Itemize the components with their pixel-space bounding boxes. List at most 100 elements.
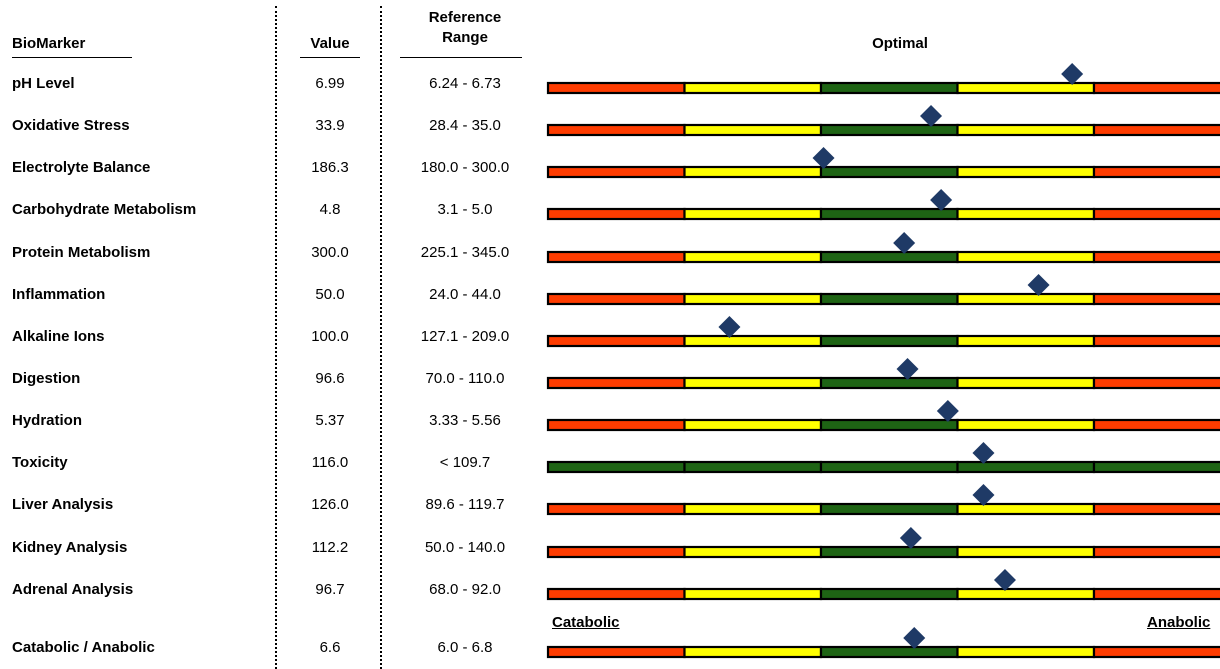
bar-segment-high-yellow xyxy=(956,207,1096,221)
bar-segment-high-red xyxy=(1092,502,1220,516)
range-bar-graphic xyxy=(546,569,1220,601)
bar-segment-high-yellow xyxy=(956,502,1096,516)
reference-range: 89.6 - 119.7 xyxy=(425,496,505,513)
bar-segment-low-yellow xyxy=(683,334,823,348)
value-marker-diamond xyxy=(896,358,919,380)
range-bar xyxy=(546,316,1220,348)
table-row: Alkaline Ions 100.0 127.1 - 209.0 xyxy=(0,316,1220,357)
reference-range: 50.0 - 140.0 xyxy=(424,539,506,556)
range-bar-graphic xyxy=(546,316,1220,348)
range-bar xyxy=(546,400,1220,432)
reference-range: 127.1 - 209.0 xyxy=(420,328,510,345)
bar-segment-high-red xyxy=(1092,645,1220,659)
reference-range: 3.1 - 5.0 xyxy=(437,201,493,218)
table-row: Toxicity 116.0 < 109.7 xyxy=(0,442,1220,483)
biomarker-name: Alkaline Ions xyxy=(12,328,105,345)
range-bar-graphic xyxy=(546,400,1220,432)
bar-segment-high-yellow xyxy=(956,292,1096,306)
bar-segment-optimal-green xyxy=(819,292,959,306)
biomarker-value: 50.0 xyxy=(315,286,345,303)
biomarker-value: 126.0 xyxy=(311,496,349,513)
bar-segment-optimal-green xyxy=(819,207,959,221)
bar-segment-high-red xyxy=(1092,250,1220,264)
bar-segment-low-yellow xyxy=(683,250,823,264)
biomarker-name: Protein Metabolism xyxy=(12,244,151,261)
reference-range: 3.33 - 5.56 xyxy=(429,412,501,429)
bar-segment-low-yellow xyxy=(683,502,823,516)
bar-segment-high-yellow xyxy=(956,460,1096,474)
biomarker-value: 4.8 xyxy=(319,201,341,218)
bar-segment-low-red xyxy=(546,545,686,559)
header-optimal: Optimal xyxy=(872,35,928,52)
table-row: pH Level 6.99 6.24 - 6.73 xyxy=(0,63,1220,104)
reference-range: < 109.7 xyxy=(439,454,491,471)
bar-segment-high-red xyxy=(1092,292,1220,306)
bar-segment-optimal-green xyxy=(819,123,959,137)
bar-segment-optimal-green xyxy=(819,376,959,390)
bar-segment-low-yellow xyxy=(683,292,823,306)
table-row: Catabolic / Anabolic 6.6 6.0 - 6.8 xyxy=(0,627,1220,668)
biomarker-value: 96.6 xyxy=(315,370,345,387)
bar-segment-high-yellow xyxy=(956,334,1096,348)
bar-segment-low-red xyxy=(546,418,686,432)
range-bar-graphic xyxy=(546,232,1220,264)
biomarker-name: Carbohydrate Metabolism xyxy=(12,201,197,218)
range-bar-graphic xyxy=(546,358,1220,390)
biomarker-value: 186.3 xyxy=(311,159,349,176)
biomarker-value: 33.9 xyxy=(315,117,345,134)
biomarker-value: 116.0 xyxy=(311,454,349,471)
header-biomarker: BioMarker xyxy=(12,35,86,52)
biomarker-value: 6.99 xyxy=(315,75,345,92)
bar-segment-low-red xyxy=(546,645,686,659)
value-marker-diamond xyxy=(1027,274,1050,296)
biomarker-name: Liver Analysis xyxy=(12,496,114,513)
bar-segment-low-red xyxy=(546,81,686,95)
range-bar xyxy=(546,232,1220,264)
biomarker-name: Adrenal Analysis xyxy=(12,581,134,598)
table-row: Carbohydrate Metabolism 4.8 3.1 - 5.0 xyxy=(0,189,1220,230)
value-marker-diamond xyxy=(936,400,959,422)
bar-segment-low-yellow xyxy=(683,165,823,179)
bar-segment-optimal-green xyxy=(819,418,959,432)
biomarker-name: Toxicity xyxy=(12,454,68,471)
bar-segment-low-red xyxy=(546,165,686,179)
reference-range: 6.0 - 6.8 xyxy=(437,639,493,656)
range-bar xyxy=(546,527,1220,559)
range-bar xyxy=(546,274,1220,306)
bar-segment-low-yellow xyxy=(683,123,823,137)
bar-segment-high-red xyxy=(1092,81,1220,95)
bar-segment-optimal-green xyxy=(819,81,959,95)
bar-segment-optimal-green xyxy=(819,165,959,179)
range-bar xyxy=(546,105,1220,137)
reference-range: 70.0 - 110.0 xyxy=(425,370,505,387)
range-bar-graphic xyxy=(546,147,1220,179)
table-row: Kidney Analysis 112.2 50.0 - 140.0 xyxy=(0,527,1220,568)
range-bar xyxy=(546,569,1220,601)
range-bar xyxy=(546,63,1220,95)
table-row: Protein Metabolism 300.0 225.1 - 345.0 xyxy=(0,232,1220,273)
bar-segment-low-yellow xyxy=(683,376,823,390)
range-bar xyxy=(546,358,1220,390)
bar-segment-low-red xyxy=(546,292,686,306)
bar-segment-low-red xyxy=(546,123,686,137)
bar-segment-optimal-green xyxy=(819,250,959,264)
range-bar xyxy=(546,189,1220,221)
bar-segment-high-red xyxy=(1092,123,1220,137)
value-marker-diamond xyxy=(1061,63,1084,85)
biomarker-name: Catabolic / Anabolic xyxy=(12,639,155,656)
bar-segment-optimal-green xyxy=(819,545,959,559)
reference-range: 24.0 - 44.0 xyxy=(429,286,501,303)
bar-segment-high-red xyxy=(1092,460,1220,474)
bar-segment-optimal-green xyxy=(819,587,959,601)
bar-segment-optimal-green xyxy=(819,645,959,659)
biomarker-value: 300.0 xyxy=(311,244,349,261)
column-divider-value xyxy=(275,6,277,669)
header-value-underline xyxy=(300,57,360,58)
bar-segment-low-yellow xyxy=(683,418,823,432)
header-reference-range: Reference Range xyxy=(395,8,535,48)
header-reference-underline xyxy=(400,57,522,58)
bar-segment-optimal-green xyxy=(819,502,959,516)
bar-segment-high-red xyxy=(1092,418,1220,432)
value-marker-diamond xyxy=(893,232,916,254)
biomarker-name: Hydration xyxy=(12,412,83,429)
